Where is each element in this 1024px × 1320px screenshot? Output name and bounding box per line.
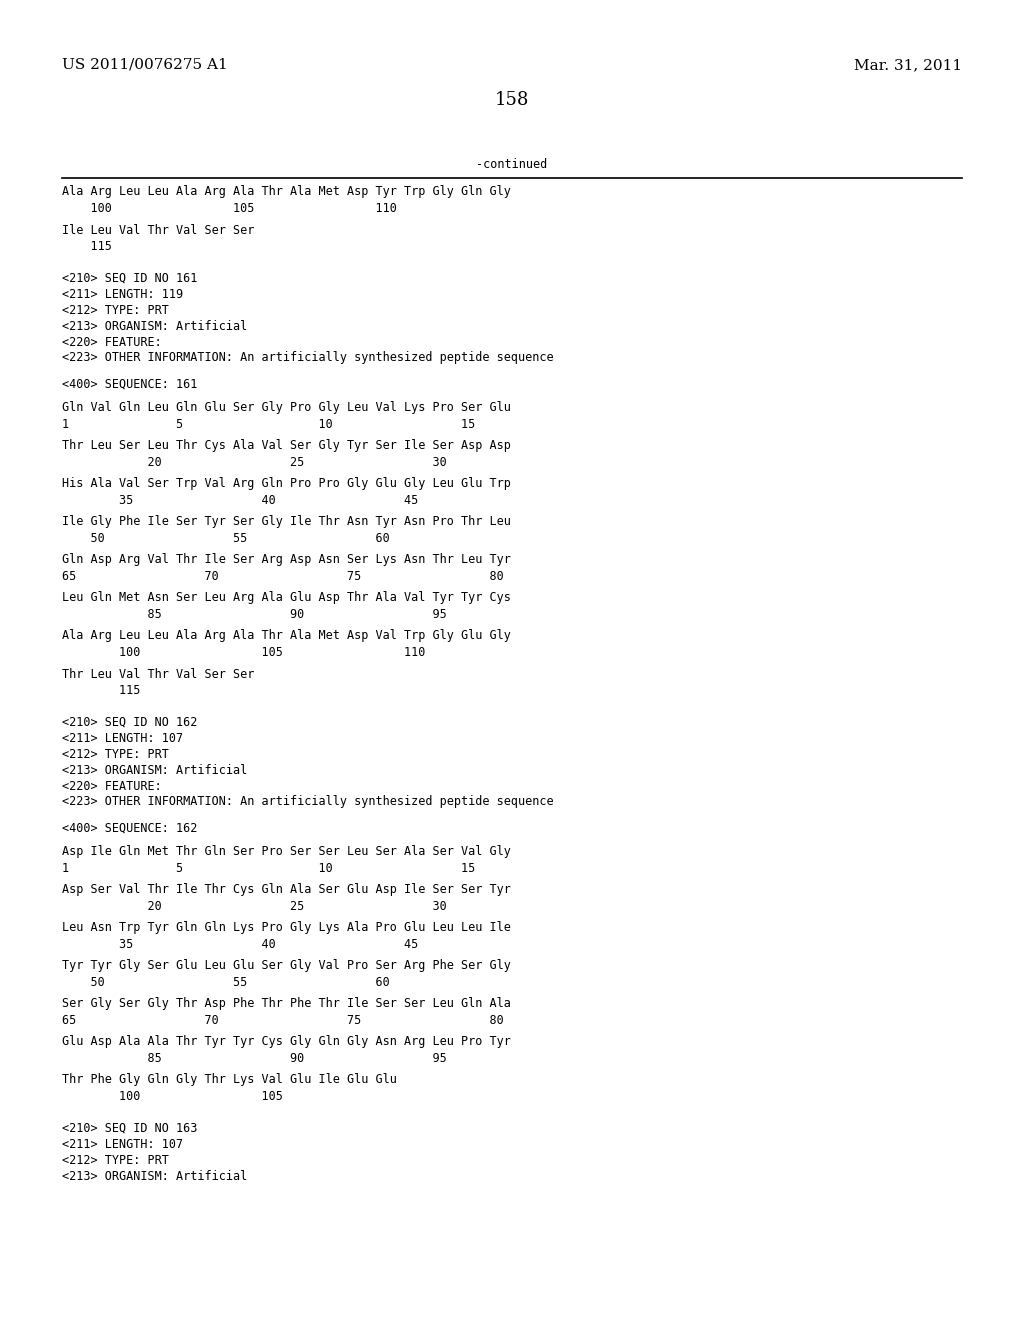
- Text: <211> LENGTH: 119: <211> LENGTH: 119: [62, 288, 183, 301]
- Text: <212> TYPE: PRT: <212> TYPE: PRT: [62, 304, 169, 317]
- Text: Thr Leu Val Thr Val Ser Ser: Thr Leu Val Thr Val Ser Ser: [62, 668, 254, 681]
- Text: 1               5                   10                  15: 1 5 10 15: [62, 862, 475, 874]
- Text: 1               5                   10                  15: 1 5 10 15: [62, 417, 475, 430]
- Text: US 2011/0076275 A1: US 2011/0076275 A1: [62, 58, 227, 73]
- Text: 35                  40                  45: 35 40 45: [62, 494, 418, 507]
- Text: <223> OTHER INFORMATION: An artificially synthesized peptide sequence: <223> OTHER INFORMATION: An artificially…: [62, 796, 554, 808]
- Text: <220> FEATURE:: <220> FEATURE:: [62, 780, 162, 792]
- Text: Ile Gly Phe Ile Ser Tyr Ser Gly Ile Thr Asn Tyr Asn Pro Thr Leu: Ile Gly Phe Ile Ser Tyr Ser Gly Ile Thr …: [62, 516, 511, 528]
- Text: <212> TYPE: PRT: <212> TYPE: PRT: [62, 1154, 169, 1167]
- Text: <211> LENGTH: 107: <211> LENGTH: 107: [62, 731, 183, 744]
- Text: 100                 105                 110: 100 105 110: [62, 202, 397, 214]
- Text: <400> SEQUENCE: 162: <400> SEQUENCE: 162: [62, 821, 198, 834]
- Text: <213> ORGANISM: Artificial: <213> ORGANISM: Artificial: [62, 1170, 247, 1183]
- Text: 100                 105                 110: 100 105 110: [62, 645, 425, 659]
- Text: 50                  55                  60: 50 55 60: [62, 975, 390, 989]
- Text: <212> TYPE: PRT: <212> TYPE: PRT: [62, 747, 169, 760]
- Text: 85                  90                  95: 85 90 95: [62, 607, 446, 620]
- Text: 115: 115: [62, 239, 112, 252]
- Text: <210> SEQ ID NO 163: <210> SEQ ID NO 163: [62, 1122, 198, 1134]
- Text: 100                 105: 100 105: [62, 1089, 283, 1102]
- Text: Thr Leu Ser Leu Thr Cys Ala Val Ser Gly Tyr Ser Ile Ser Asp Asp: Thr Leu Ser Leu Thr Cys Ala Val Ser Gly …: [62, 440, 511, 453]
- Text: <213> ORGANISM: Artificial: <213> ORGANISM: Artificial: [62, 319, 247, 333]
- Text: 85                  90                  95: 85 90 95: [62, 1052, 446, 1064]
- Text: Ser Gly Ser Gly Thr Asp Phe Thr Phe Thr Ile Ser Ser Leu Gln Ala: Ser Gly Ser Gly Thr Asp Phe Thr Phe Thr …: [62, 998, 511, 1011]
- Text: 50                  55                  60: 50 55 60: [62, 532, 390, 544]
- Text: <210> SEQ ID NO 161: <210> SEQ ID NO 161: [62, 272, 198, 285]
- Text: 35                  40                  45: 35 40 45: [62, 937, 418, 950]
- Text: Gln Asp Arg Val Thr Ile Ser Arg Asp Asn Ser Lys Asn Thr Leu Tyr: Gln Asp Arg Val Thr Ile Ser Arg Asp Asn …: [62, 553, 511, 566]
- Text: Asp Ser Val Thr Ile Thr Cys Gln Ala Ser Glu Asp Ile Ser Ser Tyr: Asp Ser Val Thr Ile Thr Cys Gln Ala Ser …: [62, 883, 511, 896]
- Text: <213> ORGANISM: Artificial: <213> ORGANISM: Artificial: [62, 763, 247, 776]
- Text: 20                  25                  30: 20 25 30: [62, 455, 446, 469]
- Text: Mar. 31, 2011: Mar. 31, 2011: [854, 58, 962, 73]
- Text: Leu Asn Trp Tyr Gln Gln Lys Pro Gly Lys Ala Pro Glu Leu Leu Ile: Leu Asn Trp Tyr Gln Gln Lys Pro Gly Lys …: [62, 921, 511, 935]
- Text: His Ala Val Ser Trp Val Arg Gln Pro Pro Gly Glu Gly Leu Glu Trp: His Ala Val Ser Trp Val Arg Gln Pro Pro …: [62, 478, 511, 491]
- Text: Asp Ile Gln Met Thr Gln Ser Pro Ser Ser Leu Ser Ala Ser Val Gly: Asp Ile Gln Met Thr Gln Ser Pro Ser Ser …: [62, 846, 511, 858]
- Text: <223> OTHER INFORMATION: An artificially synthesized peptide sequence: <223> OTHER INFORMATION: An artificially…: [62, 351, 554, 364]
- Text: Ala Arg Leu Leu Ala Arg Ala Thr Ala Met Asp Val Trp Gly Glu Gly: Ala Arg Leu Leu Ala Arg Ala Thr Ala Met …: [62, 630, 511, 643]
- Text: <400> SEQUENCE: 161: <400> SEQUENCE: 161: [62, 378, 198, 391]
- Text: 65                  70                  75                  80: 65 70 75 80: [62, 1014, 504, 1027]
- Text: Leu Gln Met Asn Ser Leu Arg Ala Glu Asp Thr Ala Val Tyr Tyr Cys: Leu Gln Met Asn Ser Leu Arg Ala Glu Asp …: [62, 591, 511, 605]
- Text: Ala Arg Leu Leu Ala Arg Ala Thr Ala Met Asp Tyr Trp Gly Gln Gly: Ala Arg Leu Leu Ala Arg Ala Thr Ala Met …: [62, 186, 511, 198]
- Text: <210> SEQ ID NO 162: <210> SEQ ID NO 162: [62, 715, 198, 729]
- Text: Gln Val Gln Leu Gln Glu Ser Gly Pro Gly Leu Val Lys Pro Ser Glu: Gln Val Gln Leu Gln Glu Ser Gly Pro Gly …: [62, 401, 511, 414]
- Text: Ile Leu Val Thr Val Ser Ser: Ile Leu Val Thr Val Ser Ser: [62, 223, 254, 236]
- Text: 158: 158: [495, 91, 529, 110]
- Text: Thr Phe Gly Gln Gly Thr Lys Val Glu Ile Glu Glu: Thr Phe Gly Gln Gly Thr Lys Val Glu Ile …: [62, 1073, 397, 1086]
- Text: -continued: -continued: [476, 158, 548, 172]
- Text: Glu Asp Ala Ala Thr Tyr Tyr Cys Gly Gln Gly Asn Arg Leu Pro Tyr: Glu Asp Ala Ala Thr Tyr Tyr Cys Gly Gln …: [62, 1035, 511, 1048]
- Text: <220> FEATURE:: <220> FEATURE:: [62, 335, 162, 348]
- Text: <211> LENGTH: 107: <211> LENGTH: 107: [62, 1138, 183, 1151]
- Text: 115: 115: [62, 684, 140, 697]
- Text: 65                  70                  75                  80: 65 70 75 80: [62, 569, 504, 582]
- Text: 20                  25                  30: 20 25 30: [62, 899, 446, 912]
- Text: Tyr Tyr Gly Ser Glu Leu Glu Ser Gly Val Pro Ser Arg Phe Ser Gly: Tyr Tyr Gly Ser Glu Leu Glu Ser Gly Val …: [62, 960, 511, 973]
